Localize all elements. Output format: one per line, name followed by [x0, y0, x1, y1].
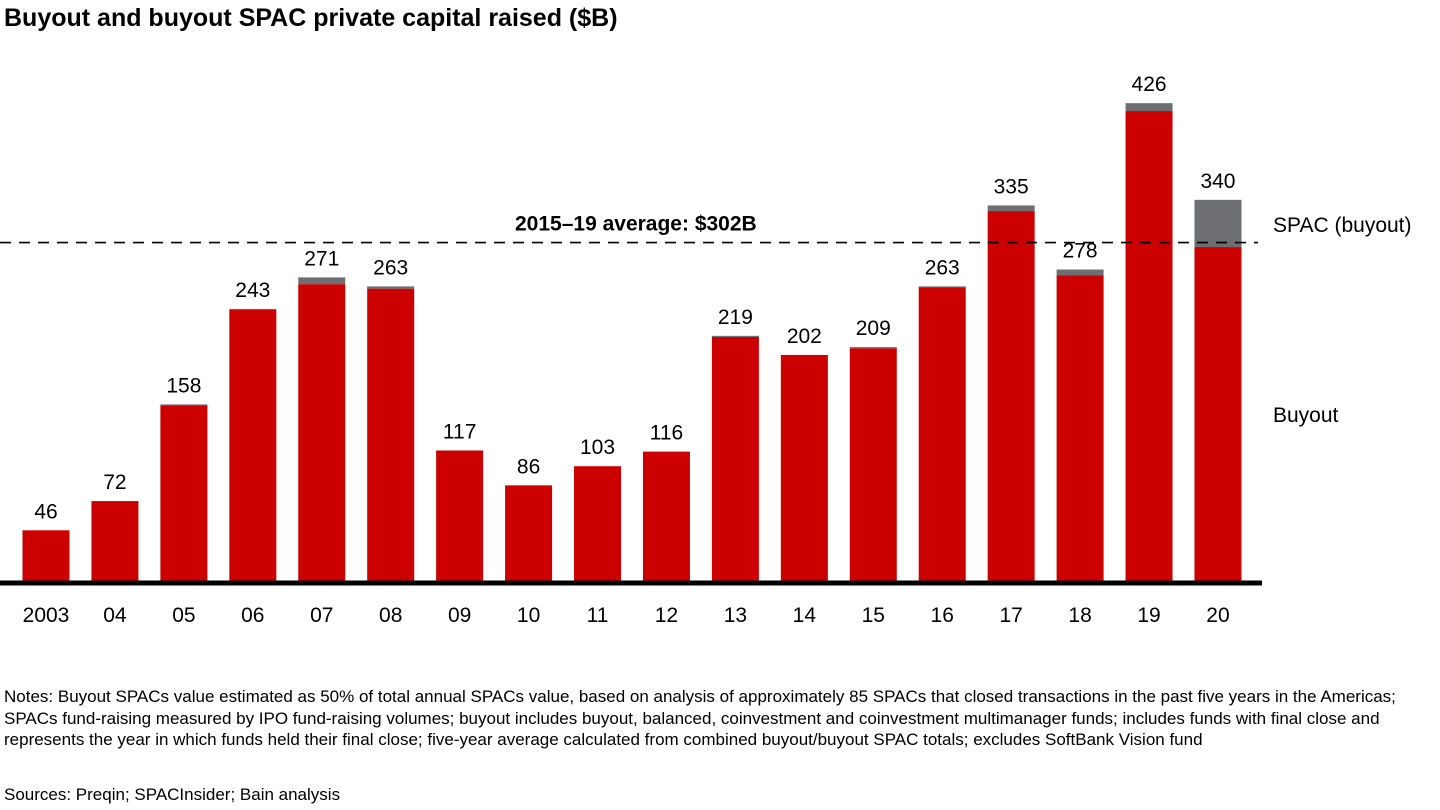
- spac-bar: [160, 404, 208, 406]
- x-tick-label: 15: [862, 604, 885, 627]
- buyout-bar: [22, 530, 70, 582]
- chart-sources: Sources: Preqin; SPACInsider; Bain analy…: [4, 785, 341, 804]
- buyout-bar: [229, 309, 277, 582]
- x-tick-label: 08: [379, 604, 402, 627]
- x-tick-label: 06: [241, 604, 264, 627]
- spac-bar: [711, 335, 759, 337]
- buyout-bar: [505, 485, 553, 582]
- total-label: 278: [1063, 240, 1098, 263]
- buyout-bar: [574, 466, 622, 582]
- buyout-bar: [1125, 111, 1173, 582]
- chart-notes: Notes: Buyout SPACs value estimated as 5…: [4, 687, 1396, 749]
- buyout-bar: [642, 451, 690, 582]
- stacked-bar-chart: 46 2003 72 04 158 05 243 06 271 07 263 08 117 09 86 10 1…: [0, 73, 1412, 627]
- spac-bar: [1194, 199, 1242, 248]
- buyout-bar: [298, 284, 346, 582]
- x-tick-label: 09: [448, 604, 471, 627]
- buyout-bar: [367, 288, 415, 582]
- total-label: 219: [718, 306, 753, 329]
- total-label: 72: [103, 471, 126, 494]
- total-label: 426: [1132, 73, 1167, 96]
- total-label: 340: [1200, 170, 1235, 193]
- x-tick-label: 17: [999, 604, 1022, 627]
- x-tick-label: 19: [1137, 604, 1160, 627]
- total-label: 263: [373, 256, 408, 279]
- total-label: 263: [925, 256, 960, 279]
- spac-bar: [367, 286, 415, 289]
- total-label: 271: [304, 247, 339, 270]
- total-label: 209: [856, 317, 891, 340]
- buyout-bar: [711, 336, 759, 582]
- x-tick-label: 2003: [23, 604, 70, 627]
- spac-bar: [1056, 269, 1104, 276]
- spac-bar: [1125, 103, 1173, 112]
- buyout-bar: [849, 348, 897, 582]
- spac-bar: [298, 277, 346, 285]
- x-tick-label: 20: [1206, 604, 1229, 627]
- total-label: 243: [235, 279, 270, 302]
- x-tick-label: 04: [103, 604, 127, 627]
- x-tick-label: 16: [931, 604, 954, 627]
- spac-bar: [918, 286, 966, 288]
- buyout-bar: [1056, 275, 1104, 582]
- chart-title: Buyout and buyout SPAC private capital r…: [4, 4, 618, 32]
- total-label: 86: [517, 455, 540, 478]
- legend-buyout: Buyout: [1273, 404, 1339, 427]
- x-tick-label: 18: [1068, 604, 1091, 627]
- buyout-bar: [987, 211, 1035, 582]
- total-label: 46: [34, 500, 57, 523]
- buyout-bar: [1194, 247, 1242, 582]
- x-tick-label: 07: [310, 604, 333, 627]
- x-tick-label: 14: [793, 604, 817, 627]
- total-label: 158: [166, 374, 201, 397]
- buyout-bar: [91, 501, 139, 582]
- spac-bar: [849, 347, 897, 349]
- x-tick-label: 10: [517, 604, 540, 627]
- x-tick-label: 11: [587, 604, 609, 627]
- buyout-bar: [160, 405, 208, 582]
- average-label: 2015–19 average: $302B: [515, 213, 757, 236]
- spac-bar: [229, 308, 277, 310]
- legend-spac: SPAC (buyout): [1273, 214, 1412, 237]
- spac-bar: [987, 205, 1035, 212]
- total-label: 103: [580, 436, 615, 459]
- x-tick-label: 12: [655, 604, 678, 627]
- total-label: 335: [994, 175, 1029, 198]
- x-tick-label: 13: [724, 604, 747, 627]
- total-label: 116: [650, 422, 683, 445]
- buyout-bar: [918, 287, 966, 582]
- buyout-bar: [780, 354, 828, 582]
- total-label: 202: [787, 325, 822, 348]
- x-tick-label: 05: [172, 604, 195, 627]
- total-label: 117: [443, 420, 476, 443]
- buyout-bar: [436, 450, 484, 582]
